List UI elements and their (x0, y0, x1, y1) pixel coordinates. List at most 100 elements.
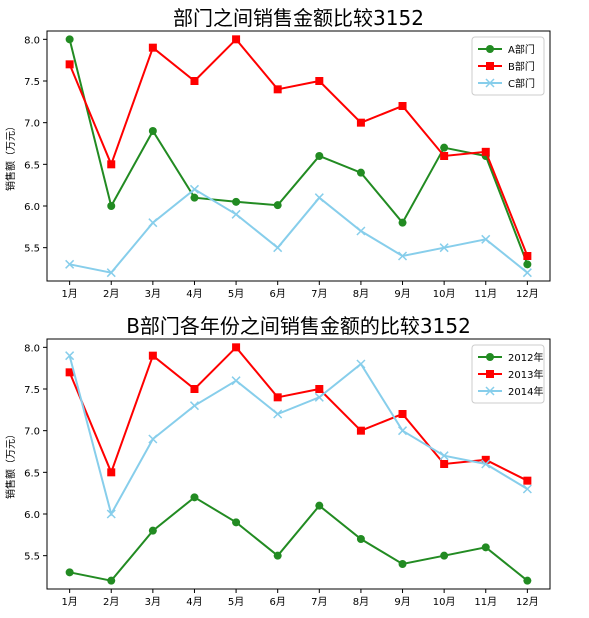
data-point (439, 243, 449, 253)
legend-label: 2013年 (508, 368, 543, 381)
x-tick-label: 2月 (103, 596, 119, 608)
data-point (397, 251, 408, 261)
data-point (65, 568, 74, 577)
data-point (107, 468, 116, 477)
series-2 (65, 35, 532, 260)
y-tick-label: 8.0 (24, 35, 40, 46)
data-point (485, 386, 495, 396)
data-point (273, 393, 282, 402)
data-point (486, 353, 494, 361)
series-line (68, 355, 528, 517)
x-tick-label: 1月 (61, 288, 77, 300)
x-tick-label: 4月 (186, 288, 202, 300)
data-point (523, 576, 532, 585)
x-tick-label: 3月 (145, 596, 161, 608)
data-point (65, 351, 75, 361)
y-tick-label: 7.0 (24, 119, 40, 130)
data-point (481, 234, 491, 244)
x-tick-label: 2月 (103, 288, 119, 300)
data-point (315, 152, 324, 160)
data-point (190, 493, 199, 502)
x-tick-label: 12月 (516, 288, 539, 300)
data-point (481, 459, 491, 469)
series-line (68, 345, 528, 482)
data-point (273, 551, 282, 560)
y-tick-label: 6.0 (24, 202, 40, 213)
data-point (190, 77, 199, 85)
legend-label: 2014年 (508, 385, 543, 398)
data-point (65, 60, 74, 69)
data-point (314, 392, 324, 402)
data-point (106, 509, 116, 519)
legend-label: A部门 (508, 43, 535, 56)
data-point (232, 343, 241, 352)
x-tick-label: 9月 (394, 288, 410, 300)
series-3 (65, 184, 532, 278)
data-point (148, 218, 158, 228)
data-point (315, 385, 324, 393)
x-tick-label: 12月 (516, 596, 539, 608)
data-point (523, 260, 532, 269)
data-point (486, 370, 494, 378)
x-tick-label: 8月 (353, 596, 369, 608)
chart-title: B部门各年份之间销售金额的比较3152 (126, 314, 471, 338)
data-point (232, 35, 241, 44)
y-tick-label: 5.5 (24, 244, 40, 255)
plot-frame (46, 338, 551, 590)
data-point (481, 147, 490, 156)
y-tick-label: 8.0 (24, 343, 40, 354)
data-point (440, 152, 449, 160)
data-point (232, 197, 241, 206)
x-tick-label: 3月 (145, 288, 161, 300)
data-point (398, 560, 407, 568)
data-point (273, 201, 282, 210)
data-point (314, 193, 324, 203)
data-point (356, 535, 365, 543)
y-tick-label: 6.0 (24, 510, 40, 521)
legend: 2012年 2013年 2014年 (471, 344, 545, 404)
x-tick-label: 10月 (433, 596, 456, 608)
data-point (232, 518, 241, 527)
data-point (148, 434, 158, 444)
data-point (65, 368, 74, 377)
y-axis-label: 销售额（万元） (4, 429, 17, 499)
data-point (189, 401, 200, 411)
series-line (69, 496, 529, 582)
legend: A部门 B部门 C部门 (471, 36, 545, 96)
data-point (106, 268, 116, 278)
legend-label: C部门 (508, 77, 535, 90)
data-point (522, 268, 532, 278)
data-point (231, 209, 241, 219)
legend-label: 2012年 (508, 351, 543, 364)
data-point (148, 526, 157, 535)
data-point (523, 252, 532, 260)
data-point (189, 184, 200, 194)
data-point (356, 226, 366, 236)
x-tick-label: 11月 (474, 596, 497, 608)
data-point (356, 168, 365, 177)
data-point (148, 43, 157, 52)
x-tick-label: 5月 (228, 288, 244, 300)
data-point (65, 259, 75, 269)
data-point (486, 45, 494, 53)
series-1 (65, 493, 532, 585)
x-tick-label: 6月 (270, 596, 286, 608)
data-point (398, 410, 407, 418)
x-tick-label: 8月 (353, 288, 369, 300)
x-tick-label: 7月 (311, 596, 327, 608)
data-point (107, 160, 116, 169)
legend-label: B部门 (508, 60, 535, 73)
data-point (315, 77, 324, 85)
x-tick-label: 9月 (394, 596, 410, 608)
data-point (190, 193, 199, 202)
data-point (273, 85, 282, 94)
data-point (397, 426, 408, 436)
data-point (398, 218, 407, 227)
series-line (68, 39, 529, 265)
x-tick-label: 11月 (474, 288, 497, 300)
y-tick-label: 5.5 (24, 552, 40, 563)
series-2 (65, 343, 532, 485)
data-point (273, 409, 283, 419)
